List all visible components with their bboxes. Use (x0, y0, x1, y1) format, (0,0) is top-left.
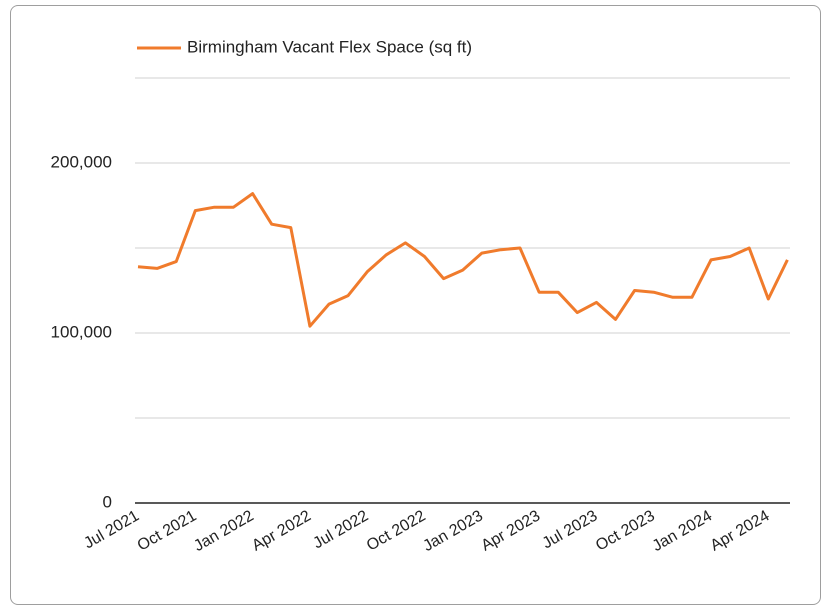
legend-label: Birmingham Vacant Flex Space (sq ft) (187, 37, 472, 56)
x-tick-label: Apr 2024 (708, 507, 773, 554)
x-tick-label: Oct 2022 (364, 507, 429, 554)
data-line (137, 192, 789, 328)
y-tick-label: 200,000 (51, 152, 112, 171)
y-tick-label: 100,000 (51, 322, 112, 341)
page: {"chart_data": {"type": "line", "x": ["2… (10, 5, 821, 605)
y-tick-label: 0 (103, 492, 112, 511)
x-tick-label: Apr 2023 (478, 507, 543, 554)
x-tick-label: Jul 2021 (81, 507, 142, 552)
x-tick-label: Oct 2021 (135, 507, 200, 554)
x-tick-label: Jul 2022 (310, 507, 371, 552)
x-tick-label: Jan 2024 (650, 507, 716, 555)
x-tick-label: Apr 2022 (249, 507, 314, 554)
x-tick-label: Oct 2023 (593, 507, 658, 554)
x-tick-label: Jul 2023 (540, 507, 601, 552)
x-tick-label: Jan 2022 (191, 507, 257, 555)
x-tick-label: Jan 2023 (420, 507, 486, 555)
